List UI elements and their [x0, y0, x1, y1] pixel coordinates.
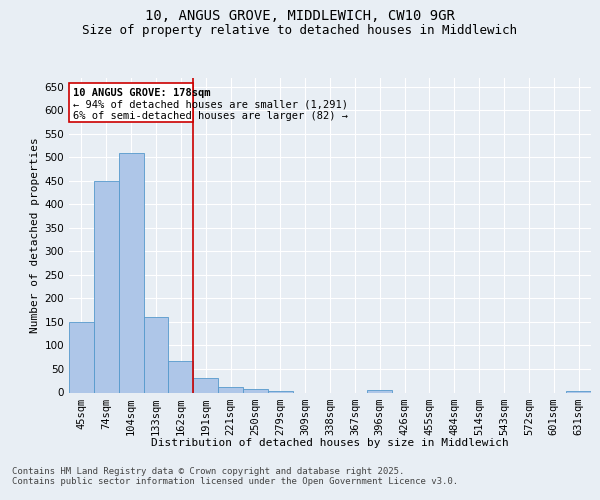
FancyBboxPatch shape: [69, 83, 193, 122]
Bar: [143, 318, 169, 392]
Bar: [69, 322, 94, 392]
Text: Contains public sector information licensed under the Open Government Licence v3: Contains public sector information licen…: [12, 478, 458, 486]
Bar: [169, 361, 193, 392]
Bar: [566, 390, 591, 392]
Bar: [268, 390, 293, 392]
Bar: [243, 389, 268, 392]
Bar: [193, 378, 218, 392]
Text: ← 94% of detached houses are smaller (1,291): ← 94% of detached houses are smaller (1,…: [73, 100, 348, 110]
Text: 10, ANGUS GROVE, MIDDLEWICH, CW10 9GR: 10, ANGUS GROVE, MIDDLEWICH, CW10 9GR: [145, 9, 455, 23]
Text: 6% of semi-detached houses are larger (82) →: 6% of semi-detached houses are larger (8…: [73, 112, 348, 122]
Text: 10 ANGUS GROVE: 178sqm: 10 ANGUS GROVE: 178sqm: [73, 88, 210, 98]
Text: Size of property relative to detached houses in Middlewich: Size of property relative to detached ho…: [83, 24, 517, 37]
Bar: [94, 181, 119, 392]
Bar: [218, 387, 243, 392]
Y-axis label: Number of detached properties: Number of detached properties: [30, 137, 40, 333]
Bar: [119, 152, 143, 392]
Bar: [367, 390, 392, 392]
Text: Distribution of detached houses by size in Middlewich: Distribution of detached houses by size …: [151, 438, 509, 448]
Text: Contains HM Land Registry data © Crown copyright and database right 2025.: Contains HM Land Registry data © Crown c…: [12, 468, 404, 476]
